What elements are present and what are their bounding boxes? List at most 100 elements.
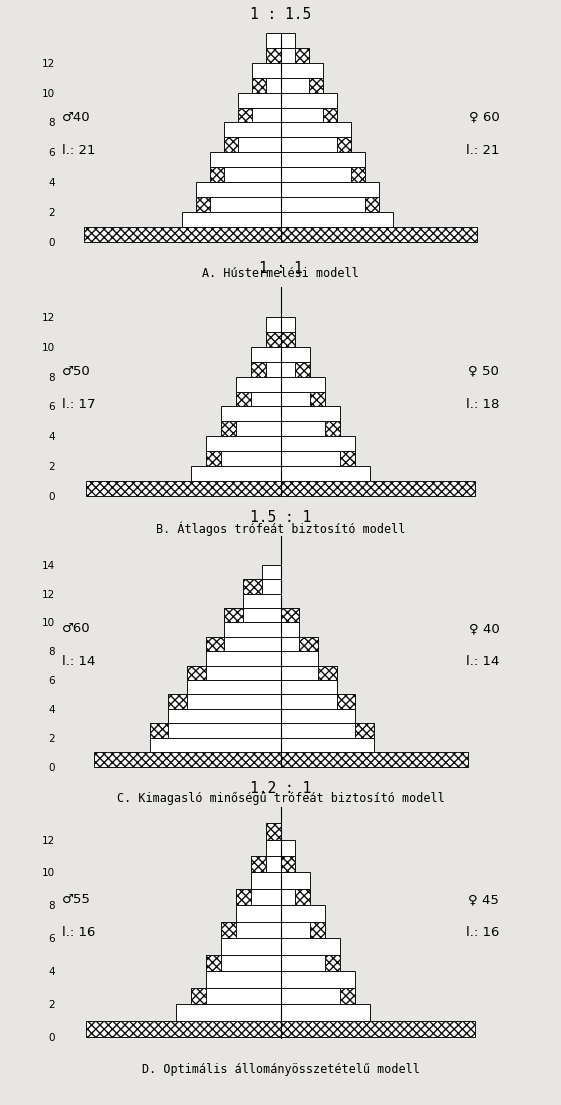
Bar bbox=[243, 593, 280, 608]
Bar bbox=[251, 873, 280, 888]
Text: C. Kimagasló minőségű trófeát biztosító modell: C. Kimagasló minőségű trófeát biztosító … bbox=[117, 792, 444, 806]
Text: ♀ 40: ♀ 40 bbox=[468, 622, 499, 635]
Bar bbox=[220, 421, 236, 436]
Bar bbox=[266, 48, 280, 63]
Bar bbox=[280, 167, 365, 182]
Bar bbox=[206, 651, 280, 665]
Bar bbox=[236, 888, 251, 905]
Text: ♂60: ♂60 bbox=[62, 622, 90, 635]
Bar bbox=[206, 955, 220, 971]
Bar bbox=[252, 63, 280, 77]
Bar bbox=[236, 905, 280, 922]
Text: l.: 16: l.: 16 bbox=[466, 926, 499, 939]
Bar bbox=[238, 107, 280, 123]
Bar bbox=[280, 608, 299, 622]
Text: l.: 16: l.: 16 bbox=[62, 926, 95, 939]
Bar bbox=[355, 724, 374, 738]
Bar bbox=[262, 565, 280, 579]
Bar bbox=[280, 694, 355, 709]
Bar bbox=[280, 137, 351, 152]
Bar bbox=[280, 63, 323, 77]
Bar bbox=[206, 636, 280, 651]
Bar bbox=[220, 922, 236, 938]
Text: l.: 21: l.: 21 bbox=[62, 144, 95, 157]
Bar bbox=[206, 436, 280, 451]
Bar bbox=[280, 421, 341, 436]
Bar bbox=[265, 332, 280, 347]
Bar bbox=[337, 137, 351, 152]
Bar bbox=[280, 1021, 475, 1038]
Bar bbox=[182, 212, 280, 227]
Bar bbox=[280, 48, 309, 63]
Bar bbox=[220, 407, 280, 421]
Bar bbox=[191, 988, 206, 1004]
Bar bbox=[236, 377, 280, 391]
Bar bbox=[196, 182, 280, 197]
Bar bbox=[280, 332, 296, 347]
Text: A. Hústermelési modell: A. Hústermelési modell bbox=[202, 267, 359, 281]
Bar bbox=[224, 608, 280, 622]
Bar bbox=[187, 680, 280, 694]
Text: l.: 17: l.: 17 bbox=[62, 398, 95, 411]
Text: ♀ 45: ♀ 45 bbox=[468, 893, 499, 906]
Bar bbox=[280, 361, 310, 377]
Bar bbox=[280, 905, 325, 922]
Bar bbox=[210, 167, 280, 182]
Bar bbox=[280, 680, 337, 694]
Bar bbox=[196, 197, 210, 212]
Bar bbox=[280, 317, 296, 332]
Bar bbox=[325, 955, 341, 971]
Bar bbox=[210, 152, 280, 167]
Bar bbox=[243, 579, 280, 593]
Bar bbox=[280, 922, 325, 938]
Bar bbox=[351, 167, 365, 182]
Bar bbox=[191, 988, 280, 1004]
Text: ♂55: ♂55 bbox=[62, 893, 90, 906]
Bar bbox=[150, 724, 280, 738]
Bar bbox=[280, 407, 341, 421]
Bar bbox=[265, 317, 280, 332]
Bar bbox=[265, 823, 280, 840]
Bar bbox=[168, 709, 280, 724]
Bar bbox=[280, 988, 355, 1004]
Bar bbox=[280, 451, 355, 466]
Bar bbox=[280, 938, 341, 955]
Bar bbox=[341, 988, 355, 1004]
Bar bbox=[310, 391, 325, 407]
Text: l.: 14: l.: 14 bbox=[466, 655, 499, 669]
Bar bbox=[296, 888, 310, 905]
Bar bbox=[265, 823, 280, 840]
Bar bbox=[280, 391, 325, 407]
Bar bbox=[280, 665, 337, 680]
Bar bbox=[280, 636, 318, 651]
Bar bbox=[280, 182, 379, 197]
Bar bbox=[150, 738, 280, 753]
Bar bbox=[280, 152, 365, 167]
Bar bbox=[206, 955, 280, 971]
Bar bbox=[191, 466, 280, 481]
Bar bbox=[187, 665, 206, 680]
Bar bbox=[265, 332, 280, 347]
Bar bbox=[206, 636, 224, 651]
Bar bbox=[266, 48, 280, 63]
Bar bbox=[238, 107, 252, 123]
Bar bbox=[220, 938, 280, 955]
Bar bbox=[280, 212, 393, 227]
Text: l.: 18: l.: 18 bbox=[466, 398, 499, 411]
Bar bbox=[251, 856, 280, 873]
Bar bbox=[224, 137, 238, 152]
Text: ♀ 60: ♀ 60 bbox=[468, 110, 499, 124]
Bar bbox=[236, 391, 280, 407]
Bar bbox=[150, 724, 168, 738]
Bar bbox=[94, 753, 280, 767]
Bar bbox=[280, 77, 323, 93]
Bar bbox=[224, 622, 280, 636]
Bar bbox=[280, 622, 299, 636]
Bar bbox=[280, 481, 475, 496]
Text: ♂40: ♂40 bbox=[62, 110, 90, 124]
Bar bbox=[236, 888, 280, 905]
Bar bbox=[86, 481, 280, 496]
Bar bbox=[265, 840, 280, 856]
Bar bbox=[309, 77, 323, 93]
Text: 1.5 : 1: 1.5 : 1 bbox=[250, 509, 311, 525]
